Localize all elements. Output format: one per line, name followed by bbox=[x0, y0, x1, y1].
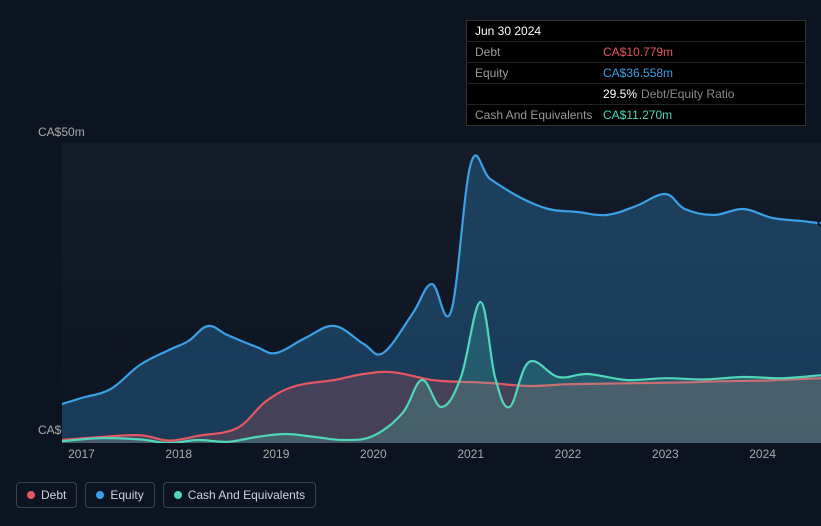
xtick: 2020 bbox=[360, 447, 387, 461]
legend-label: Cash And Equivalents bbox=[188, 488, 305, 502]
tooltip-row-ratio: 29.5% Debt/Equity Ratio bbox=[467, 84, 805, 105]
tooltip-row-equity: Equity CA$36.558m bbox=[467, 63, 805, 84]
tooltip-date-row: Jun 30 2024 bbox=[467, 21, 805, 42]
xtick: 2022 bbox=[555, 447, 582, 461]
xtick: 2024 bbox=[749, 447, 776, 461]
legend-label: Debt bbox=[41, 488, 66, 502]
tooltip-value: CA$11.270m bbox=[603, 108, 797, 122]
ratio-pct: 29.5% bbox=[603, 87, 637, 101]
legend-dot bbox=[96, 491, 104, 499]
tooltip-value: CA$36.558m bbox=[603, 66, 797, 80]
series-svg bbox=[62, 143, 821, 443]
xtick: 2019 bbox=[263, 447, 290, 461]
plot-region[interactable] bbox=[62, 143, 821, 443]
tooltip-row-debt: Debt CA$10.779m bbox=[467, 42, 805, 63]
x-axis: 2017 2018 2019 2020 2021 2022 2023 2024 bbox=[62, 447, 821, 467]
xtick: 2017 bbox=[68, 447, 95, 461]
legend: Debt Equity Cash And Equivalents bbox=[16, 482, 316, 508]
tooltip-label: Debt bbox=[475, 45, 603, 59]
series-marker bbox=[818, 220, 821, 227]
yaxis-label-top: CA$50m bbox=[38, 125, 85, 139]
xtick: 2021 bbox=[457, 447, 484, 461]
xtick: 2023 bbox=[652, 447, 679, 461]
tooltip-value: 29.5% Debt/Equity Ratio bbox=[603, 87, 797, 101]
chart-container: Jun 30 2024 Debt CA$10.779m Equity CA$36… bbox=[0, 0, 821, 526]
legend-item-cash[interactable]: Cash And Equivalents bbox=[163, 482, 316, 508]
tooltip-row-cash: Cash And Equivalents CA$11.270m bbox=[467, 105, 805, 125]
tooltip-label bbox=[475, 87, 603, 101]
tooltip-date: Jun 30 2024 bbox=[475, 24, 541, 38]
tooltip-box: Jun 30 2024 Debt CA$10.779m Equity CA$36… bbox=[466, 20, 806, 126]
tooltip-label: Equity bbox=[475, 66, 603, 80]
legend-item-debt[interactable]: Debt bbox=[16, 482, 77, 508]
tooltip-value: CA$10.779m bbox=[603, 45, 797, 59]
xtick: 2018 bbox=[165, 447, 192, 461]
legend-dot bbox=[27, 491, 35, 499]
legend-item-equity[interactable]: Equity bbox=[85, 482, 154, 508]
ratio-label: Debt/Equity Ratio bbox=[641, 87, 734, 101]
legend-label: Equity bbox=[110, 488, 143, 502]
tooltip-label: Cash And Equivalents bbox=[475, 108, 603, 122]
legend-dot bbox=[174, 491, 182, 499]
chart-area: CA$50m CA$0 2017201820192020202120222023… bbox=[16, 125, 805, 460]
